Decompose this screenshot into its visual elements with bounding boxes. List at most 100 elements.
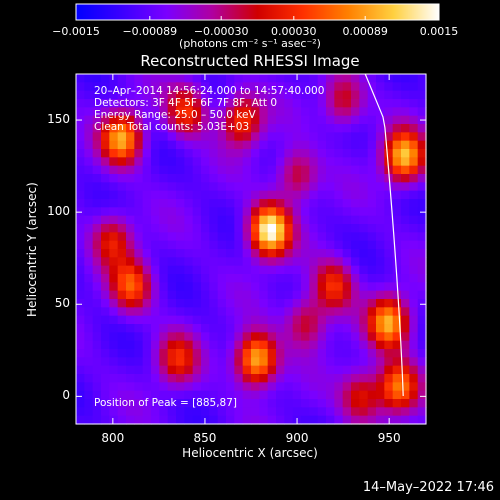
heatmap-cell	[226, 274, 235, 283]
heatmap-cell	[367, 307, 377, 317]
heatmap-cell	[384, 107, 394, 117]
heatmap-cell	[359, 282, 369, 292]
heatmap-cell	[284, 349, 294, 358]
heatmap-cell	[217, 357, 227, 367]
heatmap-cell	[401, 307, 410, 317]
heatmap-cell	[184, 124, 194, 133]
heatmap-cell	[292, 165, 302, 175]
heatmap-cell	[76, 215, 85, 225]
heatmap-cell	[192, 249, 202, 258]
heatmap-cell	[126, 365, 135, 375]
heatmap-cell	[334, 165, 344, 175]
heatmap-cell	[342, 274, 352, 283]
heatmap-cell	[201, 232, 210, 242]
heatmap-cell	[176, 190, 185, 200]
heatmap-cell	[76, 99, 85, 108]
heatmap-cell	[201, 315, 210, 325]
heatmap-cell	[159, 299, 169, 308]
heatmap-cell	[201, 207, 210, 217]
heatmap-cell	[184, 240, 194, 250]
heatmap-cell	[392, 374, 402, 383]
heatmap-cell	[134, 174, 144, 183]
heatmap-cell	[226, 382, 235, 392]
heatmap-cell	[326, 415, 335, 425]
heatmap-cell	[292, 357, 302, 367]
heatmap-cell	[101, 149, 110, 158]
heatmap-cell	[184, 174, 194, 183]
heatmap-cell	[401, 282, 410, 292]
heatmap-cell	[351, 349, 360, 358]
heatmap-cell	[242, 82, 252, 92]
heatmap-cell	[92, 340, 102, 350]
heatmap-cell	[284, 107, 294, 117]
heatmap-cell	[201, 174, 210, 183]
heatmap-cell	[234, 265, 244, 275]
heatmap-cell	[176, 124, 185, 133]
heatmap-cell	[309, 207, 319, 217]
heatmap-cell	[217, 82, 227, 92]
heatmap-cell	[92, 240, 102, 250]
heatmap-cell	[201, 324, 210, 333]
heatmap-cell	[351, 182, 360, 192]
heatmap-cell	[84, 224, 94, 233]
heatmap-cell	[301, 99, 310, 108]
heatmap-cell	[367, 140, 377, 150]
heatmap-cell	[367, 257, 377, 267]
heatmap-cell	[117, 290, 127, 300]
heatmap-cell	[267, 232, 277, 242]
heatmap-cell	[276, 74, 285, 83]
heatmap-cell	[276, 165, 285, 175]
heatmap-cell	[392, 299, 402, 308]
heatmap-cell	[401, 415, 410, 425]
heatmap-cell	[117, 157, 127, 167]
heatmap-cell	[192, 349, 202, 358]
solar-limb-line	[364, 73, 404, 397]
heatmap-cell	[92, 282, 102, 292]
heatmap-cell	[417, 124, 427, 133]
heatmap-cell	[317, 149, 327, 158]
heatmap-cell	[159, 199, 169, 208]
heatmap-cell	[201, 340, 210, 350]
heatmap-cell	[309, 357, 319, 367]
heatmap-cell	[317, 182, 327, 192]
heatmap-cell	[84, 90, 94, 100]
heatmap-cell	[201, 415, 210, 425]
heatmap-cell	[92, 315, 102, 325]
heatmap-cell	[417, 407, 427, 417]
heatmap-cell	[234, 407, 244, 417]
heatmap-cell	[259, 257, 269, 267]
heatmap-cell	[342, 399, 352, 408]
heatmap-cell	[101, 265, 110, 275]
heatmap-cell	[226, 282, 235, 292]
heatmap-cell	[217, 349, 227, 358]
heatmap-cell	[267, 199, 277, 208]
heatmap-cell	[159, 257, 169, 267]
heatmap-cell	[101, 282, 110, 292]
heatmap-cell	[284, 315, 294, 325]
heatmap-cell	[159, 157, 169, 167]
heatmap-cell	[259, 240, 269, 250]
heatmap-cell	[317, 90, 327, 100]
heatmap-cell	[126, 140, 135, 150]
heatmap-cell	[201, 307, 210, 317]
heatmap-cell	[109, 190, 119, 200]
heatmap-cell	[167, 115, 177, 125]
heatmap-cell	[342, 374, 352, 383]
heatmap-cell	[367, 349, 377, 358]
heatmap-cell	[259, 82, 269, 92]
heatmap-cell	[334, 382, 344, 392]
heatmap-cell	[334, 232, 344, 242]
heatmap-cell	[176, 207, 185, 217]
heatmap-cell	[217, 140, 227, 150]
heatmap-cell	[259, 349, 269, 358]
heatmap-cell	[192, 390, 202, 400]
heatmap-cell	[284, 124, 294, 133]
heatmap-cell	[326, 265, 335, 275]
heatmap-cell	[184, 415, 194, 425]
heatmap-cell	[117, 282, 127, 292]
heatmap-cell	[117, 340, 127, 350]
heatmap-cell	[159, 407, 169, 417]
heatmap-cell	[209, 90, 219, 100]
heatmap-cell	[101, 207, 110, 217]
heatmap-cell	[192, 224, 202, 233]
